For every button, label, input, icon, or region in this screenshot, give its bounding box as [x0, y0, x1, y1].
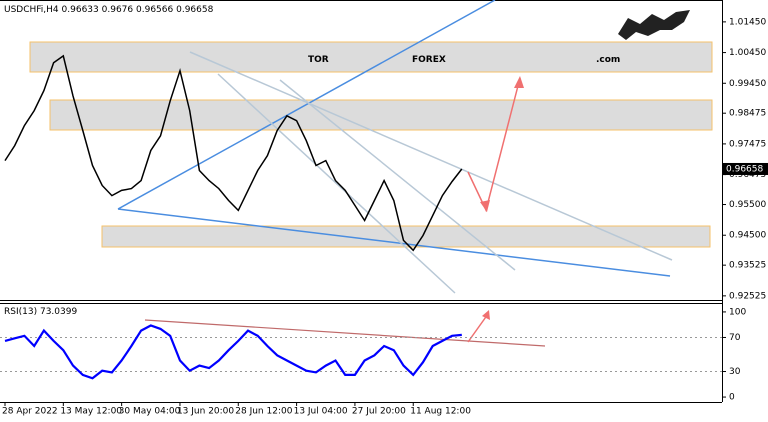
y-tick-label: 0.98475 — [729, 109, 766, 119]
arrow-head — [514, 76, 524, 88]
y-tick-label: 0.93525 — [729, 261, 766, 271]
logo-icon — [618, 10, 690, 40]
rsi-title: RSI(13) — [4, 307, 37, 317]
arrow-head — [480, 200, 490, 212]
open: 0.96633 — [62, 5, 99, 15]
x-tick-label: 27 Jul 20:00 — [352, 407, 406, 417]
y-tick-label: 30 — [729, 367, 741, 377]
y-tick-label: 0.99450 — [729, 79, 766, 89]
arrow-head — [482, 310, 490, 320]
x-tick-label: 28 Jun 12:00 — [235, 407, 292, 417]
rsi-trend-line — [144, 319, 546, 347]
channel-line — [189, 51, 673, 261]
y-tick-label: 70 — [729, 333, 741, 343]
y-tick-label: 0 — [729, 393, 735, 403]
x-tick-label: 13 May 12:00 — [60, 407, 122, 417]
rsi-value: 73.0399 — [40, 307, 77, 317]
symbol-header: USDCHFi,H4 0.96633 0.9676 0.96566 0.9665… — [4, 5, 214, 15]
trend-line — [117, 0, 496, 210]
logo: TOR FOREX .com — [308, 10, 690, 65]
x-tick-label: 30 May 04:00 — [119, 407, 181, 417]
y-tick-label: 0.97475 — [729, 139, 766, 149]
x-tick-label: 13 Jun 20:00 — [177, 407, 234, 417]
x-tick-label: 11 Aug 12:00 — [410, 407, 471, 417]
y-tick-label: 0.92525 — [729, 291, 766, 301]
logo-text: .com — [596, 55, 620, 65]
low: 0.96566 — [136, 5, 173, 15]
price-line — [4, 54, 463, 252]
rsi-line — [4, 324, 462, 380]
y-tick-label: 0.95500 — [729, 200, 766, 210]
channel-line — [217, 73, 456, 294]
symbol: USDCHFi,H4 — [4, 5, 59, 15]
x-tick-label: 28 Apr 2022 — [2, 407, 58, 417]
y-tick-label: 100 — [729, 307, 746, 317]
logo-text: TOR — [308, 55, 329, 65]
channel-line — [279, 79, 516, 271]
y-tick-label: 1.01450 — [729, 17, 766, 27]
trend-line — [117, 208, 671, 277]
x-tick-label: 13 Jul 04:00 — [294, 407, 348, 417]
logo-text: FOREX — [412, 55, 446, 65]
y-tick-label: 0.94500 — [729, 231, 766, 241]
zone — [49, 99, 713, 131]
high: 0.9676 — [102, 5, 134, 15]
y-tick-label: 1.00450 — [729, 48, 766, 58]
y-tick-label: 0.96475 — [729, 170, 766, 180]
price-label: 0.96658 — [726, 164, 763, 174]
rsi-header: RSI(13) 73.0399 — [4, 307, 77, 317]
zone — [29, 41, 713, 73]
price-label-box — [723, 162, 768, 175]
close: 0.96658 — [176, 5, 213, 15]
